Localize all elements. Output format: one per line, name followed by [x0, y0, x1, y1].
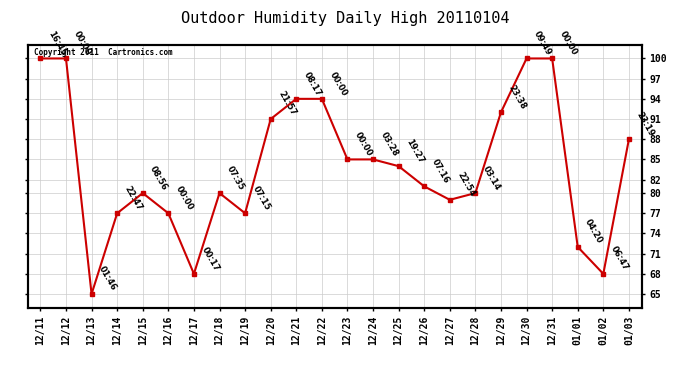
Text: 08:56: 08:56 [148, 164, 170, 192]
Text: Outdoor Humidity Daily High 20110104: Outdoor Humidity Daily High 20110104 [181, 11, 509, 26]
Text: 08:17: 08:17 [302, 70, 323, 98]
Text: 00:00: 00:00 [353, 131, 374, 158]
Text: 03:14: 03:14 [481, 164, 502, 192]
Text: 09:49: 09:49 [532, 30, 553, 57]
Text: 00:00: 00:00 [558, 30, 579, 57]
Text: Copyright 2011  Cartronics.com: Copyright 2011 Cartronics.com [34, 48, 172, 57]
Text: 07:35: 07:35 [225, 164, 246, 192]
Text: 16:45: 16:45 [46, 29, 67, 57]
Text: 00:00: 00:00 [72, 30, 92, 57]
Text: 00:00: 00:00 [174, 184, 195, 212]
Text: 21:57: 21:57 [276, 90, 297, 118]
Text: 03:28: 03:28 [379, 130, 400, 158]
Text: 22:47: 22:47 [123, 184, 144, 212]
Text: 22:54: 22:54 [455, 171, 477, 198]
Text: 01:46: 01:46 [97, 265, 118, 292]
Text: 00:17: 00:17 [199, 245, 221, 273]
Text: 06:47: 06:47 [609, 245, 630, 273]
Text: 23:19: 23:19 [635, 110, 656, 138]
Text: 23:38: 23:38 [506, 84, 528, 111]
Text: 07:15: 07:15 [250, 184, 272, 212]
Text: 19:27: 19:27 [404, 137, 425, 165]
Text: 04:20: 04:20 [583, 218, 604, 246]
Text: 00:00: 00:00 [328, 70, 348, 98]
Text: 07:16: 07:16 [430, 158, 451, 185]
